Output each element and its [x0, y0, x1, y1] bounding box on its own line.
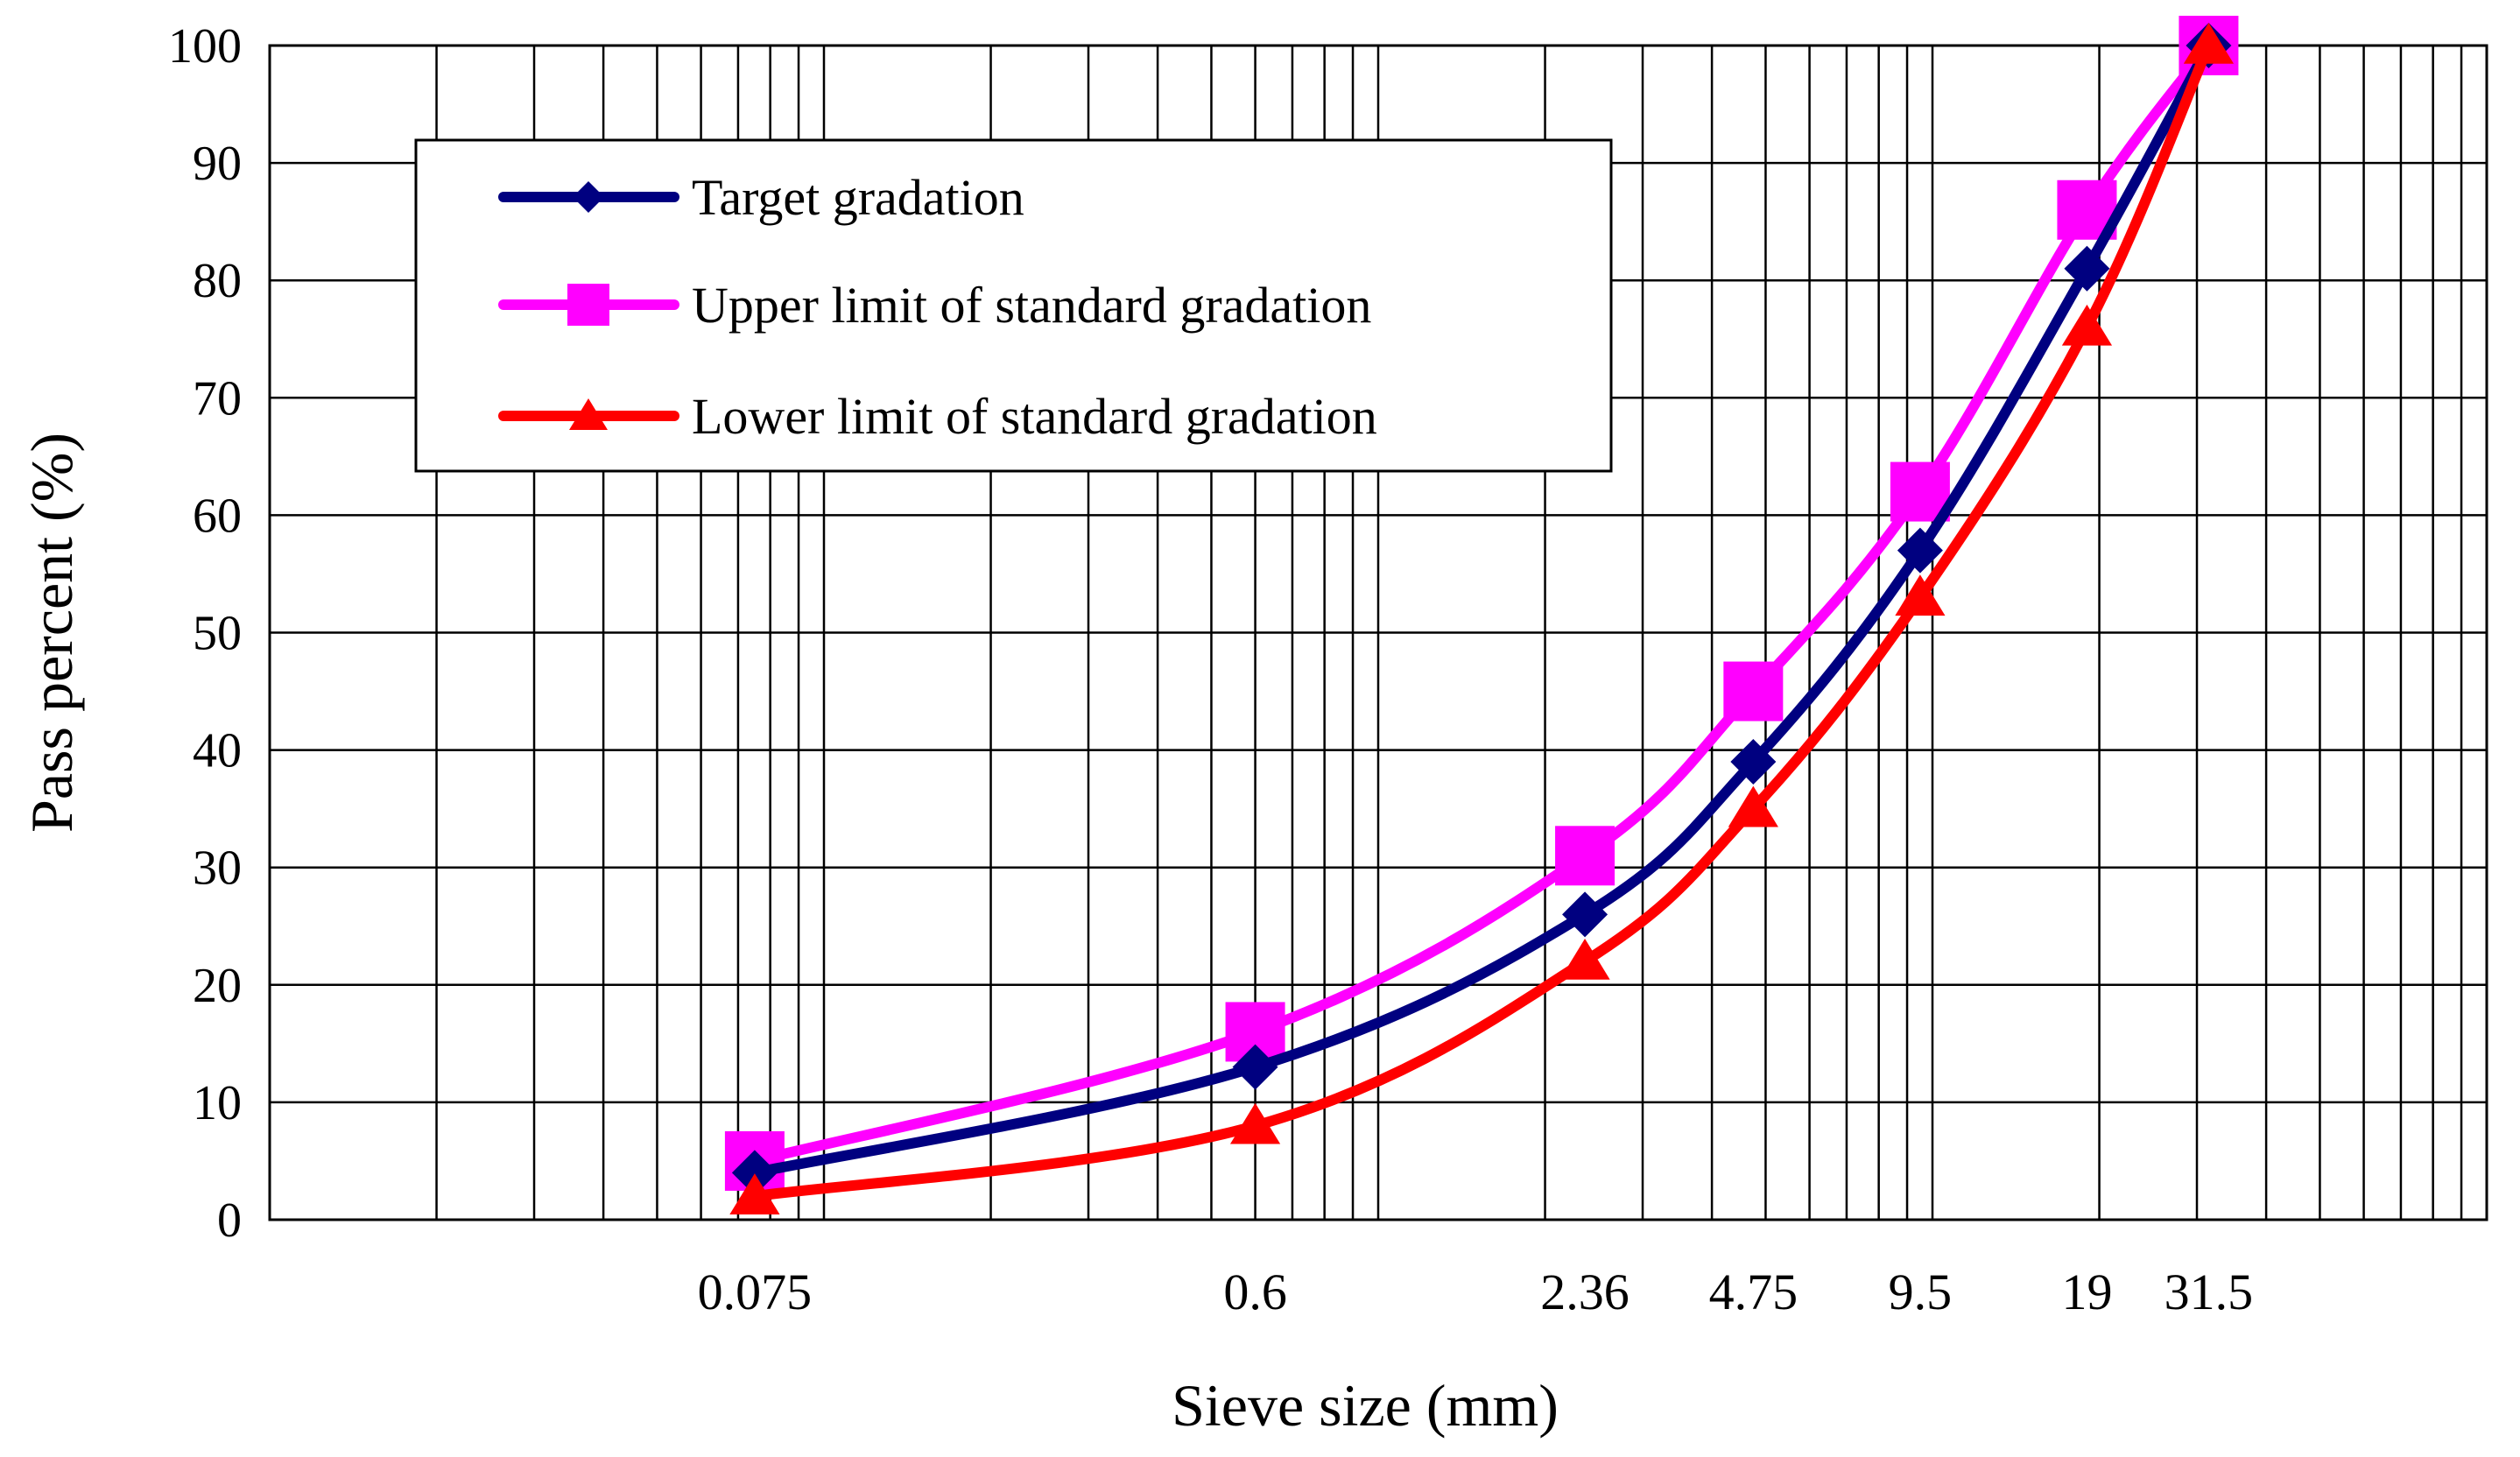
- y-axis-title: Pass percent (%): [18, 433, 85, 833]
- data-point-lower: [729, 1173, 780, 1214]
- x-tick-label: 0.6: [1223, 1263, 1287, 1320]
- y-axis-ticks: 0 10 20 30 40 50 60 70 80 90 100: [168, 19, 242, 1248]
- plot-border: [268, 44, 2488, 1221]
- legend-marker-upper: [567, 284, 609, 326]
- series-layer: [724, 16, 2239, 1214]
- legend-label-upper: Upper limit of standard gradation: [692, 277, 1371, 334]
- x-tick-label: 4.75: [1709, 1263, 1798, 1320]
- y-tick-label: 30: [193, 841, 242, 896]
- data-point-lower: [2183, 23, 2235, 64]
- x-tick-label: 0.075: [698, 1263, 813, 1320]
- legend-label-lower: Lower limit of standard gradation: [692, 388, 1377, 445]
- legend: Target gradation Upper limit of standard…: [414, 138, 1613, 473]
- legend-label-target: Target gradation: [692, 169, 1024, 226]
- series-lower: [729, 23, 2235, 1214]
- data-point-lower: [1728, 785, 1778, 827]
- legend-marker-target: [573, 181, 604, 213]
- y-tick-label: 60: [193, 489, 242, 543]
- data-point-lower: [2061, 304, 2113, 346]
- x-axis-title: Sieve size (mm): [1172, 1372, 1559, 1439]
- legend-item-target: Target gradation: [498, 169, 1024, 226]
- data-point-target: [1730, 739, 1777, 785]
- data-point-lower: [1229, 1102, 1281, 1144]
- data-point-target: [1232, 1044, 1278, 1090]
- y-tick-label: 10: [193, 1076, 242, 1130]
- data-point-lower: [1559, 938, 1610, 980]
- data-point-upper: [1555, 826, 1615, 886]
- y-tick-label: 40: [193, 724, 242, 778]
- y-tick-label: 0: [217, 1193, 242, 1248]
- legend-item-lower: Lower limit of standard gradation: [498, 388, 1377, 445]
- x-tick-label: 31.5: [2165, 1263, 2254, 1320]
- y-tick-label: 90: [193, 137, 242, 191]
- y-tick-label: 70: [193, 371, 242, 426]
- y-tick-label: 20: [193, 959, 242, 1013]
- legend-swatch-upper: [498, 284, 679, 326]
- plot-frame: [268, 44, 2488, 1221]
- data-point-target: [1562, 891, 1608, 938]
- series-upper: [724, 16, 2239, 1191]
- legend-swatch-lower: [498, 398, 679, 430]
- y-tick-label: 50: [193, 607, 242, 661]
- legend-swatch-target: [498, 181, 679, 213]
- x-tick-label: 19: [2061, 1263, 2112, 1320]
- x-tick-label: 2.36: [1540, 1263, 1630, 1320]
- y-tick-label: 80: [193, 254, 242, 308]
- series-line-upper: [749, 40, 2214, 1166]
- x-tick-label: 9.5: [1889, 1263, 1953, 1320]
- data-point-target: [731, 1150, 778, 1196]
- data-point-target: [1897, 527, 1943, 574]
- data-point-upper: [1723, 661, 1784, 721]
- y-tick-label: 100: [168, 19, 242, 74]
- data-point-lower: [1895, 574, 1946, 616]
- legend-item-upper: Upper limit of standard gradation: [498, 277, 1371, 334]
- legend-marker-lower: [569, 398, 608, 430]
- data-point-target: [2064, 245, 2110, 292]
- x-axis-ticks: 0.075 0.6 2.36 4.75 9.5 19 31.5: [698, 1263, 2254, 1320]
